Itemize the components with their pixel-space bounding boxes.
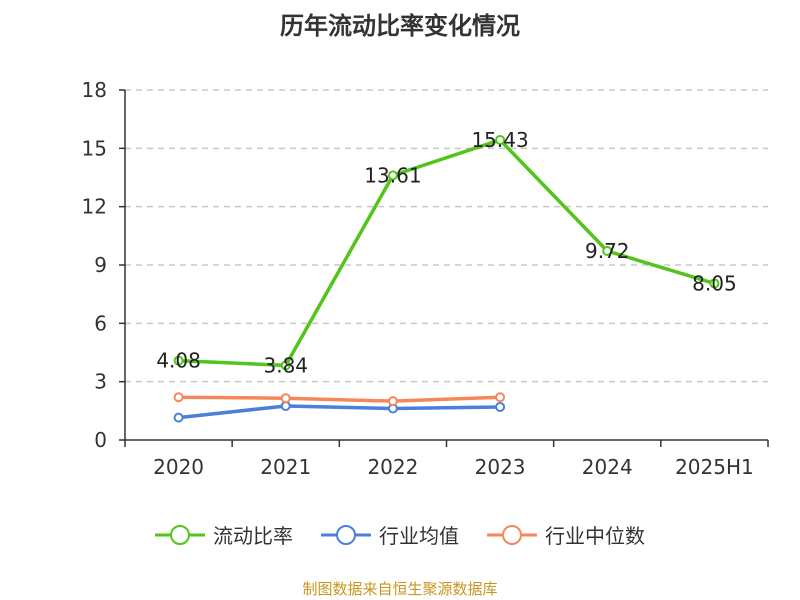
data-label: 13.61 — [364, 163, 421, 187]
y-tick-label: 18 — [82, 78, 107, 102]
point-current_ratio — [495, 134, 506, 145]
data-label: 9.72 — [585, 239, 630, 263]
y-tick-label: 15 — [82, 136, 107, 160]
legend-label: 流动比率 — [213, 524, 293, 548]
legend-item-current_ratio[interactable]: 流动比率 — [155, 520, 293, 549]
point-industry_median — [280, 393, 291, 404]
point-industry_mean — [173, 412, 184, 423]
source-note: 制图数据来自恒生聚源数据库 — [302, 580, 498, 598]
y-tick-label: 0 — [94, 428, 107, 452]
point-current_ratio — [280, 360, 291, 371]
legend-label: 行业均值 — [379, 524, 459, 548]
x-tick-label: 2022 — [367, 455, 418, 479]
point-industry_mean — [495, 401, 506, 412]
legend-item-industry_median[interactable]: 行业中位数 — [487, 520, 645, 549]
x-tick-label: 2023 — [475, 455, 526, 479]
x-tick-label: 2021 — [260, 455, 311, 479]
x-tick-label: 2025H1 — [675, 455, 754, 479]
data-label: 3.84 — [263, 353, 308, 377]
x-tick-label: 2020 — [153, 455, 204, 479]
point-current_ratio — [602, 246, 613, 256]
y-tick-label: 6 — [94, 311, 107, 335]
y-tick-label: 12 — [82, 195, 107, 219]
legend-swatch-icon — [155, 524, 205, 545]
legend-swatch-icon — [321, 524, 371, 545]
legend: 流动比率 行业均值 行业中位数 — [0, 520, 800, 549]
point-industry_median — [387, 396, 398, 407]
series-line-current_ratio — [178, 138, 715, 368]
data-label: 15.43 — [471, 128, 528, 152]
point-current_ratio — [173, 355, 184, 366]
x-tick-label: 2024 — [582, 455, 633, 479]
y-tick-label: 9 — [94, 253, 107, 277]
legend-swatch-icon — [487, 524, 537, 545]
point-industry_median — [495, 392, 506, 403]
y-tick-label: 3 — [94, 370, 107, 394]
point-current_ratio — [709, 278, 720, 289]
data-label: 8.05 — [692, 271, 737, 295]
point-current_ratio — [387, 170, 398, 181]
series-line-industry_mean — [178, 404, 501, 420]
series-line-industry_median — [178, 395, 501, 403]
point-industry_median — [173, 392, 184, 403]
data-label: 4.08 — [156, 349, 201, 373]
legend-label: 行业中位数 — [545, 524, 645, 548]
legend-item-industry_mean[interactable]: 行业均值 — [321, 520, 459, 549]
chart-title: 历年流动比率变化情况 — [280, 12, 520, 40]
